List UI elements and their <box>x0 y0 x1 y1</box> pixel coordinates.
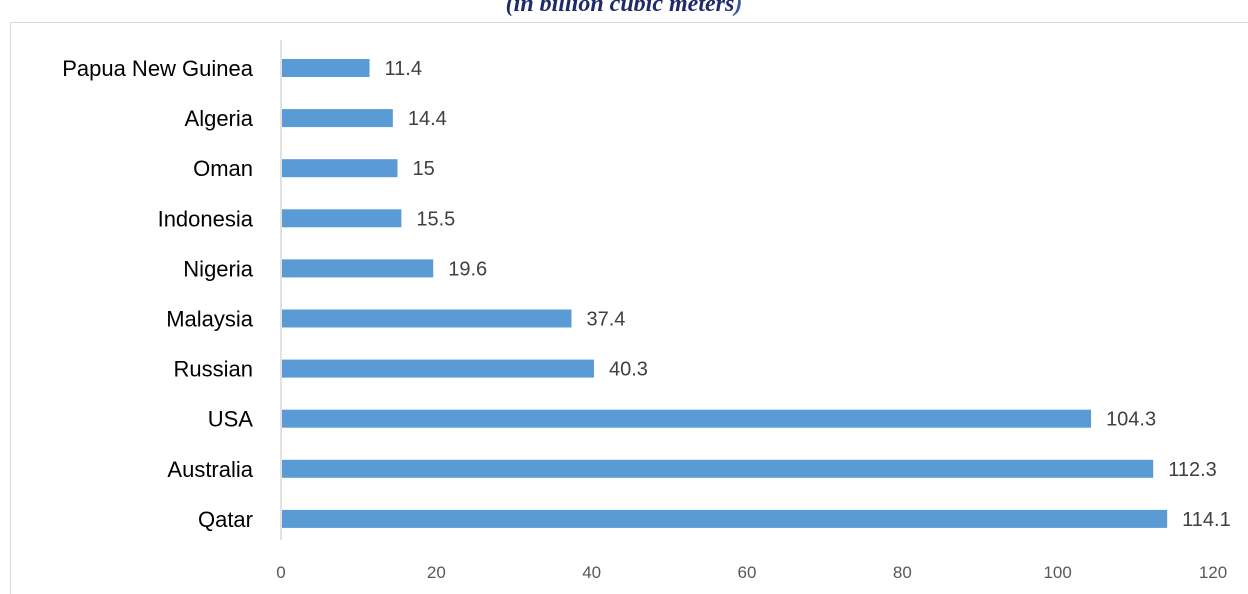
bar <box>282 459 1154 478</box>
chart-title-text: (in billion cubic meters <box>505 0 735 17</box>
x-tick-label: 0 <box>276 563 285 582</box>
bar-value-label: 112.3 <box>1168 459 1217 481</box>
category-label: Algeria <box>185 106 254 131</box>
bar <box>282 159 398 178</box>
category-label: Nigeria <box>183 256 253 281</box>
x-tick-label: 60 <box>738 563 757 582</box>
category-label: Malaysia <box>166 307 254 332</box>
bar-value-label: 114.1 <box>1182 509 1231 531</box>
bar <box>282 109 393 128</box>
category-label: USA <box>208 407 254 432</box>
bar <box>282 409 1092 428</box>
chart-frame <box>10 22 1248 594</box>
bar-value-label: 40.3 <box>609 359 648 381</box>
category-label: Australia <box>167 457 253 482</box>
bar-value-label: 104.3 <box>1106 409 1156 431</box>
x-tick-label: 120 <box>1199 563 1227 582</box>
bar <box>282 59 370 77</box>
chart-title-close: ) <box>734 0 743 17</box>
category-labels-group: Papua New Guinea Algeria Oman Indonesia Nige… <box>62 56 254 532</box>
x-tick-label: 40 <box>582 563 601 582</box>
bar <box>282 309 572 328</box>
x-tick-label: 20 <box>427 563 446 582</box>
category-label: Oman <box>193 156 253 181</box>
chart-title: (in billion cubic meters) <box>0 0 1248 21</box>
bar <box>282 509 1168 528</box>
x-tick-label: 100 <box>1043 563 1071 582</box>
value-labels-group: 11.4 14.4 15 15.5 19.6 37.4 40.3 104.3 112.3 114.… <box>385 58 1231 531</box>
category-label: Russian <box>174 357 253 382</box>
bar-value-label: 15.5 <box>416 208 455 230</box>
bar-value-label: 15 <box>413 158 435 180</box>
x-tick-labels-group: 0 20 40 60 80 100 120 <box>276 563 1227 582</box>
x-tick-label: 80 <box>893 563 912 582</box>
bar <box>282 209 402 228</box>
bar <box>282 359 594 378</box>
category-label: Qatar <box>198 507 253 532</box>
category-label: Papua New Guinea <box>62 56 254 81</box>
category-label: Indonesia <box>158 206 254 231</box>
bar-value-label: 37.4 <box>586 309 625 331</box>
bar <box>282 259 434 278</box>
bar-value-label: 14.4 <box>408 108 447 130</box>
bar-value-label: 11.4 <box>385 58 422 80</box>
bars-group <box>282 59 1168 528</box>
bar-value-label: 19.6 <box>448 258 487 280</box>
